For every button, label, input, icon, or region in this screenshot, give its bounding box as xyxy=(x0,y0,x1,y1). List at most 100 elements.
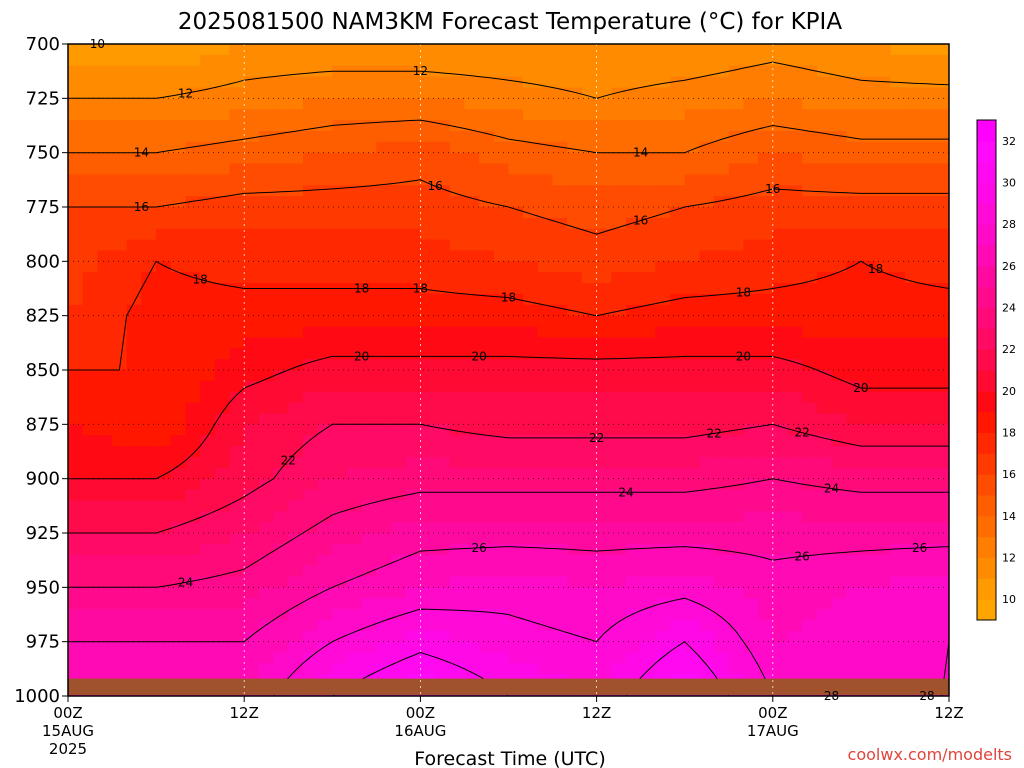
field-cell xyxy=(596,641,612,654)
field-cell xyxy=(244,402,260,415)
field-cell xyxy=(200,44,216,56)
field-cell xyxy=(919,380,935,393)
field-cell xyxy=(831,87,847,99)
field-cell xyxy=(97,587,113,599)
field-cell xyxy=(670,446,686,458)
field-cell xyxy=(332,380,348,393)
field-cell xyxy=(743,98,759,110)
field-cell xyxy=(581,44,598,56)
field-cell xyxy=(816,87,833,99)
field-cell xyxy=(684,185,700,197)
colorbar-swatch xyxy=(977,370,996,392)
field-cell xyxy=(787,272,803,284)
field-cell xyxy=(816,44,833,56)
field-cell xyxy=(552,130,568,143)
field-cell xyxy=(97,315,113,328)
field-cell xyxy=(758,391,774,404)
field-cell xyxy=(332,217,348,230)
field-cell xyxy=(684,261,700,273)
field-cell xyxy=(596,587,612,599)
field-cell xyxy=(126,489,143,501)
field-cell xyxy=(229,239,245,252)
field-cell xyxy=(567,54,583,67)
field-cell xyxy=(346,348,363,360)
field-cell xyxy=(684,348,700,360)
colorbar-tick-label: 14 xyxy=(1002,510,1016,523)
field-cell xyxy=(596,196,612,208)
field-cell xyxy=(816,543,833,556)
colorbar-swatch xyxy=(977,474,996,496)
field-cell xyxy=(479,478,495,491)
field-cell xyxy=(273,370,289,382)
field-cell xyxy=(581,98,598,110)
field-cell xyxy=(846,663,862,675)
field-cell xyxy=(758,239,774,252)
field-cell xyxy=(934,500,949,512)
field-cell xyxy=(860,65,877,78)
field-cell xyxy=(802,293,818,306)
field-cell xyxy=(537,337,554,349)
field-cell xyxy=(787,185,803,197)
field-cell xyxy=(655,109,671,121)
field-cell xyxy=(464,641,480,654)
field-cell xyxy=(919,478,935,491)
field-cell xyxy=(200,511,216,523)
field-cell xyxy=(743,109,759,121)
field-cell xyxy=(288,272,304,284)
field-cell xyxy=(772,163,789,175)
field-cell xyxy=(846,522,862,534)
field-cell xyxy=(97,500,113,512)
field-cell xyxy=(258,239,275,252)
field-cell xyxy=(479,207,495,219)
field-cell xyxy=(875,359,891,371)
field-cell xyxy=(728,54,745,67)
field-cell xyxy=(68,370,84,382)
field-cell xyxy=(464,402,480,415)
field-cell xyxy=(831,326,847,338)
field-cell xyxy=(112,663,128,675)
field-cell xyxy=(376,207,392,219)
field-cell xyxy=(772,467,789,480)
field-cell xyxy=(904,630,921,643)
field-cell xyxy=(273,185,289,197)
field-cell xyxy=(449,435,466,447)
field-cell xyxy=(758,402,774,415)
field-cell xyxy=(435,511,451,523)
field-cell xyxy=(567,370,583,382)
field-cell xyxy=(640,402,656,415)
field-cell xyxy=(875,261,891,273)
field-cell xyxy=(391,163,407,175)
field-cell xyxy=(860,587,877,599)
field-cell xyxy=(332,109,348,121)
field-cell xyxy=(317,44,333,56)
field-cell xyxy=(919,141,935,154)
field-cell xyxy=(141,228,157,241)
field-cell xyxy=(141,217,157,230)
field-cell xyxy=(97,185,113,197)
field-cell xyxy=(244,391,260,404)
field-cell xyxy=(258,54,275,67)
field-cell xyxy=(464,609,480,621)
field-cell xyxy=(904,565,921,578)
field-cell xyxy=(655,598,671,610)
field-cell xyxy=(420,587,436,599)
field-cell xyxy=(126,152,143,165)
field-cell xyxy=(464,652,480,664)
field-cell xyxy=(919,554,935,567)
field-cell xyxy=(112,283,128,295)
field-cell xyxy=(449,489,466,501)
field-cell xyxy=(361,576,377,588)
field-cell xyxy=(258,44,275,56)
field-cell xyxy=(97,413,113,425)
field-cell xyxy=(670,141,686,154)
field-cell xyxy=(302,174,319,186)
field-cell xyxy=(772,87,789,99)
field-cell xyxy=(699,478,715,491)
field-cell xyxy=(802,87,818,99)
field-cell xyxy=(420,348,436,360)
field-cell xyxy=(640,446,656,458)
field-cell xyxy=(376,511,392,523)
y-tick-label: 800 xyxy=(26,251,60,272)
field-cell xyxy=(200,87,216,99)
field-cell xyxy=(655,174,671,186)
